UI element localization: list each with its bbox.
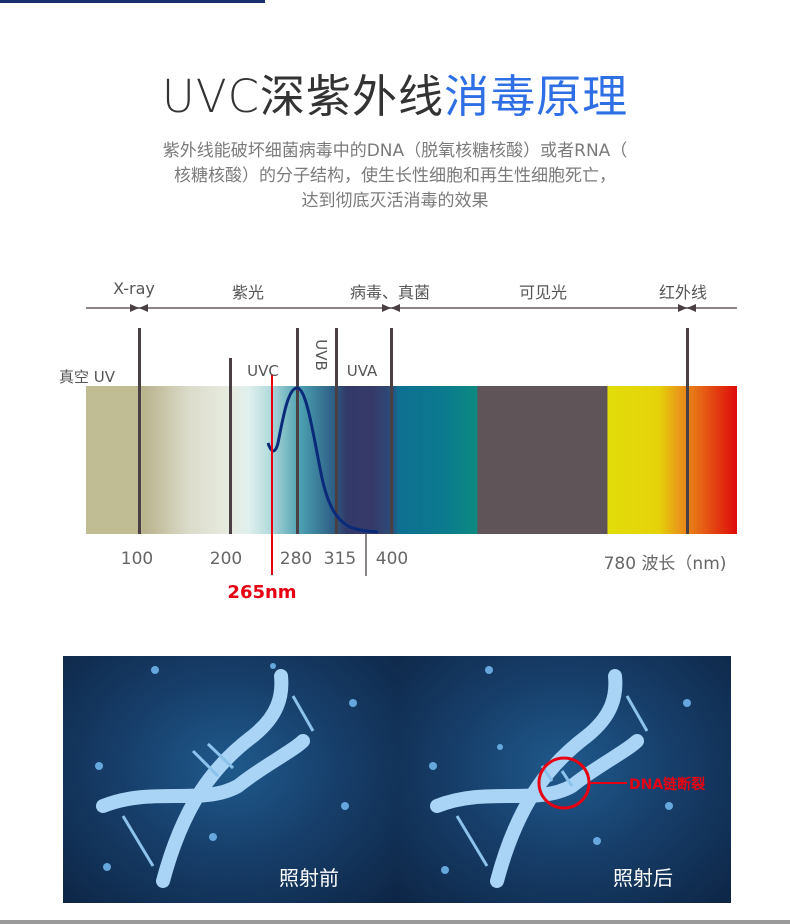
- tick-315: 315: [323, 549, 357, 569]
- divider-280: [296, 328, 299, 534]
- 265nm-label: 265nm: [227, 582, 297, 603]
- caption-after: 照射后: [613, 866, 673, 890]
- description-line: 紫外线能破坏细菌病毒中的DNA（脱氧核糖核酸）或者RNA（: [162, 141, 628, 161]
- top-accent-bar: [0, 0, 265, 3]
- vacuum-uv-label: 真空 UV: [59, 368, 116, 386]
- region-virus-fungi: 病毒、真菌: [349, 283, 431, 302]
- caption-before: 照射前: [279, 866, 339, 890]
- divider-400: [390, 328, 393, 534]
- tick-mark: [365, 534, 367, 576]
- description-line: 核糖核酸）的分子结构，使生长性细胞和再生性细胞死亡，: [174, 166, 616, 186]
- divider-100: [138, 328, 141, 534]
- spectrum-band: [86, 386, 737, 534]
- curve-line: [266, 386, 379, 534]
- bottom-divider: [0, 920, 790, 924]
- uva-label: UVA: [346, 362, 378, 380]
- panel-before: 照射前: [63, 656, 397, 903]
- dna-break-annotation: DNA链断裂: [629, 777, 706, 793]
- region-infrared: 红外线: [658, 283, 708, 302]
- tick-280: 280: [279, 549, 313, 569]
- description-line: 达到彻底灭活消毒的效果: [301, 191, 489, 211]
- tick-100: 100: [120, 549, 154, 569]
- divider-200: [229, 358, 232, 534]
- title-accent: 消毒原理: [444, 70, 629, 123]
- uvc-label: UVC: [247, 362, 279, 380]
- dna-helix-image: [429, 666, 691, 888]
- description: 紫外线能破坏细菌病毒中的DNA（脱氧核糖核酸）或者RNA（ 核糖核酸）的分子结构…: [110, 139, 680, 214]
- divider-315: [335, 328, 338, 534]
- tick-200: 200: [209, 549, 243, 569]
- tick-780-wavelength: 780 波长（nm): [603, 554, 727, 574]
- region-visible: 可见光: [518, 283, 568, 302]
- title-main: UVC深紫外线: [161, 70, 445, 123]
- region-xray: X-ray: [113, 279, 155, 298]
- panel-after: DNA链断裂 照射后: [397, 656, 731, 903]
- region-violet: 紫光: [231, 283, 265, 302]
- dna-helix-image: [95, 663, 357, 888]
- page-title: UVC深紫外线消毒原理: [0, 60, 790, 125]
- tick-400: 400: [375, 549, 409, 569]
- axis-arrows: [130, 304, 696, 312]
- divider-780: [686, 328, 689, 534]
